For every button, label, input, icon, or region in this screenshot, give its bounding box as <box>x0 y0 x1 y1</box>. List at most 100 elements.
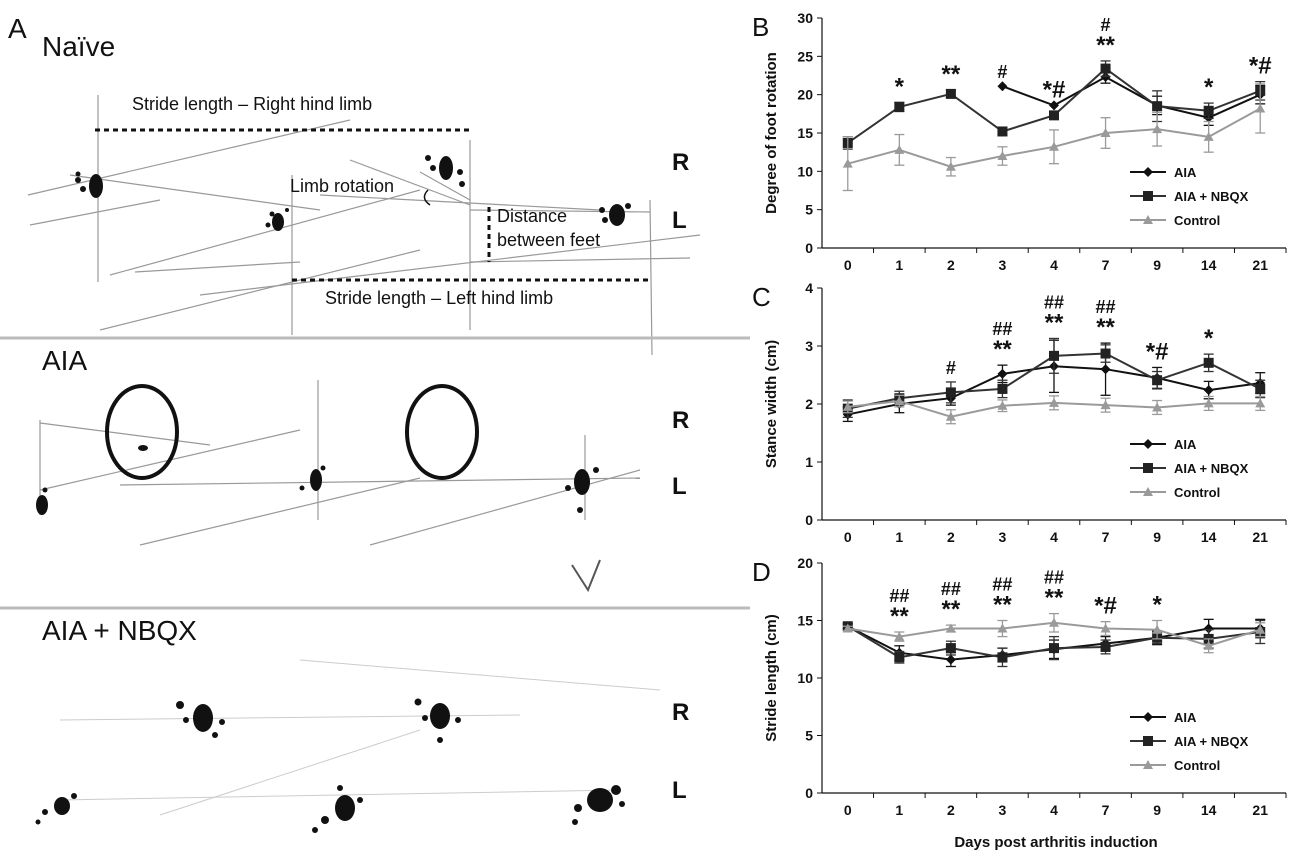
chart-c-xtick-label: 4 <box>1050 529 1058 545</box>
chart-c-significance-label: * <box>1204 325 1214 352</box>
chart-d-ytick-label: 20 <box>797 555 813 571</box>
chart-b-point-aia-nbqx <box>1100 63 1111 74</box>
chart-d-point-aia-nbqx <box>1100 641 1111 652</box>
chart-d-point-control <box>1203 640 1214 650</box>
chart-b-xtick-label: 4 <box>1050 257 1058 273</box>
chart-c-point-control <box>894 396 905 406</box>
chart-b-significance-label: * <box>895 73 905 100</box>
chart-b-point-aia-nbqx <box>894 101 905 112</box>
chart-b-significance-label: ** <box>942 61 961 88</box>
chart-d-point-aia-nbqx <box>1049 643 1059 654</box>
chart-b-significance-label: # <box>997 62 1007 82</box>
chart-b-significance-label: # <box>1101 15 1111 35</box>
row-naive: Naïve Stride len <box>27 31 701 356</box>
chart-b-point-control <box>894 144 905 154</box>
chart-c-legend-marker <box>1143 439 1153 449</box>
chart-b-xtick-label: 1 <box>895 257 903 273</box>
chart-b-point-aia <box>1049 100 1059 111</box>
chart-d-ytick-label: 15 <box>797 613 813 629</box>
chart-d-legend-marker <box>1143 712 1153 722</box>
chart-d-point-control <box>842 623 853 633</box>
chart-d-legend-marker <box>1143 736 1153 746</box>
chart-b-point-control <box>1255 103 1266 113</box>
chart-d-significance-label: * <box>1152 592 1162 619</box>
chart-c-point-aia <box>1100 364 1111 375</box>
chart-c-significance-label: ** <box>993 336 1012 363</box>
guide-lines-aia-nbqx <box>59 659 661 816</box>
chart-c-significance-label: ** <box>1045 309 1064 336</box>
chart-b-legend-label: AIA + NBQX <box>1174 189 1249 204</box>
chart-b-point-control <box>1152 124 1163 134</box>
chart-b-point-aia-nbqx <box>1152 101 1163 112</box>
chart-c-point-aia-nbqx <box>945 387 956 398</box>
chart-c-point-aia-nbqx <box>997 383 1008 394</box>
chart-c-point-control <box>1100 400 1111 410</box>
chart-b-point-aia-nbqx <box>997 126 1008 137</box>
chart-d-xlabel: Days post arthritis induction <box>954 834 1157 851</box>
chart-b-ytick-label: 5 <box>805 202 813 218</box>
row-right-label-naive: R <box>672 149 689 176</box>
chart-c-ytick-label: 1 <box>805 454 813 470</box>
chart-b-point-control <box>997 151 1008 160</box>
chart-d-significance-label: ## <box>992 575 1012 595</box>
chart-b-ytick-label: 10 <box>797 163 813 179</box>
row-left-label-aia: L <box>672 473 687 500</box>
chart-b-legend-marker <box>1143 215 1153 224</box>
chart-d-xtick-label: 1 <box>895 802 903 818</box>
chart-c-point-aia-nbqx <box>1152 375 1163 386</box>
chart-b-point-control <box>1049 141 1059 151</box>
chart-b-point-aia <box>997 81 1008 92</box>
chart-b-legend-marker <box>1143 191 1153 201</box>
chart-b-legend-label: AIA <box>1174 165 1197 180</box>
chart-b-ytick-label: 15 <box>797 125 813 141</box>
footprints-aia-nbqx <box>35 698 625 833</box>
chart-d-point-aia-nbqx <box>945 643 956 654</box>
chart-d-significance-label: ## <box>1044 568 1064 588</box>
chart-d: D Stride length (cm) 0 5 10 15 20 0 1 2 3 4 7 9 14 21… <box>752 555 1287 851</box>
chart-d-xtick-label: 9 <box>1153 802 1161 818</box>
chart-c-xtick-label: 0 <box>844 529 852 545</box>
chart-d-legend-marker <box>1143 760 1153 769</box>
guide-lines-aia <box>39 380 641 546</box>
chart-c-ytick-label: 3 <box>805 338 813 354</box>
chart-d-letter: D <box>752 557 771 587</box>
chart-d-significance-label: ## <box>941 579 961 599</box>
chart-c-legend-label: AIA <box>1174 437 1197 452</box>
chart-c-ytick-label: 0 <box>805 512 813 528</box>
chart-b-ytick-label: 25 <box>797 48 813 64</box>
chart-d-point-aia-nbqx <box>997 652 1008 663</box>
chart-b-series-line-aia <box>1002 75 1261 119</box>
chart-b-xtick-label: 9 <box>1153 257 1161 273</box>
chart-b-point-aia-nbqx <box>1049 110 1059 121</box>
row-title-naive: Naïve <box>42 31 115 62</box>
annotation-limb-rotation: Limb rotation <box>290 176 394 196</box>
chart-c-legend-label: Control <box>1174 485 1220 500</box>
chart-d-ytick-label: 0 <box>805 785 813 801</box>
chart-d-significance-label: ## <box>889 586 909 606</box>
chart-b-point-aia-nbqx <box>1203 105 1214 116</box>
chart-d-legend-label: AIA <box>1174 710 1197 725</box>
chart-b-xtick-label: 3 <box>999 257 1007 273</box>
chart-b-letter: B <box>752 12 769 42</box>
row-aia-nbqx: AIA + NBQX R L <box>35 615 689 833</box>
chart-c-legend-marker <box>1143 487 1153 496</box>
chart-c-xtick-label: 1 <box>895 529 903 545</box>
chart-c-ylabel: Stance width (cm) <box>763 340 780 468</box>
chart-c-point-aia <box>1203 385 1214 396</box>
chart-d-xtick-label: 7 <box>1102 802 1110 818</box>
chart-d-xtick-label: 14 <box>1201 802 1217 818</box>
chart-b-point-control <box>1203 131 1214 141</box>
chart-b-significance-label: * <box>1204 74 1214 101</box>
chart-d-xtick-label: 4 <box>1050 802 1058 818</box>
chart-d-ytick-label: 10 <box>797 670 813 686</box>
annotation-stride-right: Stride length – Right hind limb <box>132 94 372 114</box>
chart-b-significance-label: ** <box>1096 32 1115 59</box>
chart-c-legend-label: AIA + NBQX <box>1174 461 1249 476</box>
row-left-label-naive: L <box>672 207 687 234</box>
chart-d-xtick-label: 0 <box>844 802 852 818</box>
chart-d-legend-label: Control <box>1174 758 1220 773</box>
chart-d-significance-label: ** <box>942 596 961 623</box>
